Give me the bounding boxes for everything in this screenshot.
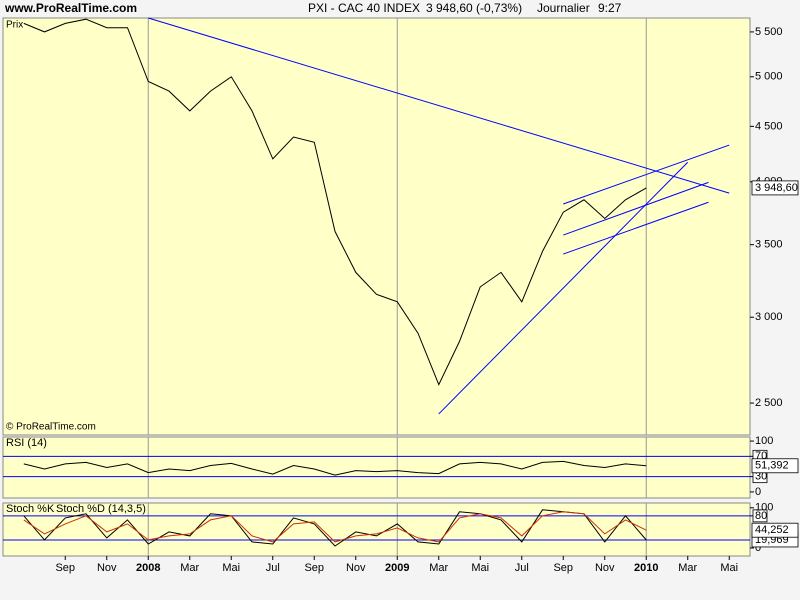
series-line [23, 18, 647, 386]
y-tick-label: 0 [755, 542, 761, 554]
x-tick-label: 2010 [634, 562, 658, 574]
panel-label: Prix [6, 20, 23, 31]
trendline [563, 181, 709, 236]
y-tick-label: 5 500 [755, 26, 783, 38]
series-name: RSI (14) [6, 437, 47, 449]
watermark: © ProRealTime.com [6, 422, 96, 433]
trendline [148, 17, 730, 194]
last-value-label: 44,252 [755, 524, 789, 536]
x-tick-label: Mai [471, 562, 489, 574]
x-tick-label: Mar [678, 562, 697, 574]
last-value-label: 51,392 [755, 460, 789, 472]
period: Journalier [537, 1, 590, 15]
x-tick-label: Sep [304, 562, 324, 574]
series-name: Stoch %D (14,3,5) [56, 503, 146, 515]
last-value-box [751, 458, 799, 474]
trendline [438, 161, 689, 415]
x-tick-label: Sep [553, 562, 573, 574]
y-tick-label: 4 500 [755, 120, 783, 132]
trendline [563, 201, 709, 255]
y-tick-label: 2 500 [755, 397, 783, 409]
x-tick-label: Nov [346, 562, 366, 574]
y-tick-label: 3 500 [755, 239, 783, 251]
panel [2, 436, 751, 499]
panel [2, 502, 751, 557]
x-tick-label: Jul [515, 562, 529, 574]
x-tick-label: Mar [429, 562, 448, 574]
y-tick-label: 100 [755, 435, 773, 447]
series-line [23, 511, 647, 543]
series-line [23, 460, 647, 476]
trendline [563, 144, 730, 205]
y-tick-label: 30 [755, 471, 767, 483]
panel [2, 17, 751, 436]
y-tick-label: 0 [755, 486, 761, 498]
instrument: PXI - CAC 40 INDEX [308, 1, 420, 15]
y-tick-label: 80 [755, 510, 767, 522]
x-tick-label: Nov [595, 562, 615, 574]
x-tick-label: 2009 [385, 562, 409, 574]
quote: 3 948,60 (-0,73%) [426, 1, 522, 15]
time: 9:27 [598, 1, 622, 15]
x-tick-label: Mai [222, 562, 240, 574]
y-tick-label: 100 [755, 502, 773, 514]
x-tick-label: Mar [180, 562, 199, 574]
last-value-label: 3 948,60 [755, 182, 798, 194]
x-tick-label: Jul [266, 562, 280, 574]
level-box [752, 509, 768, 523]
series-line [23, 509, 647, 547]
x-tick-label: 2008 [136, 562, 160, 574]
x-tick-label: Nov [97, 562, 117, 574]
last-value-box [751, 180, 799, 196]
series-name: Stoch %K [6, 503, 55, 515]
last-value-box [751, 522, 799, 538]
x-tick-label: Sep [55, 562, 75, 574]
y-tick-label: 3 000 [755, 311, 783, 323]
site: www.ProRealTime.com [4, 1, 137, 15]
x-tick-label: Mai [720, 562, 738, 574]
y-tick-label: 5 000 [755, 71, 783, 83]
